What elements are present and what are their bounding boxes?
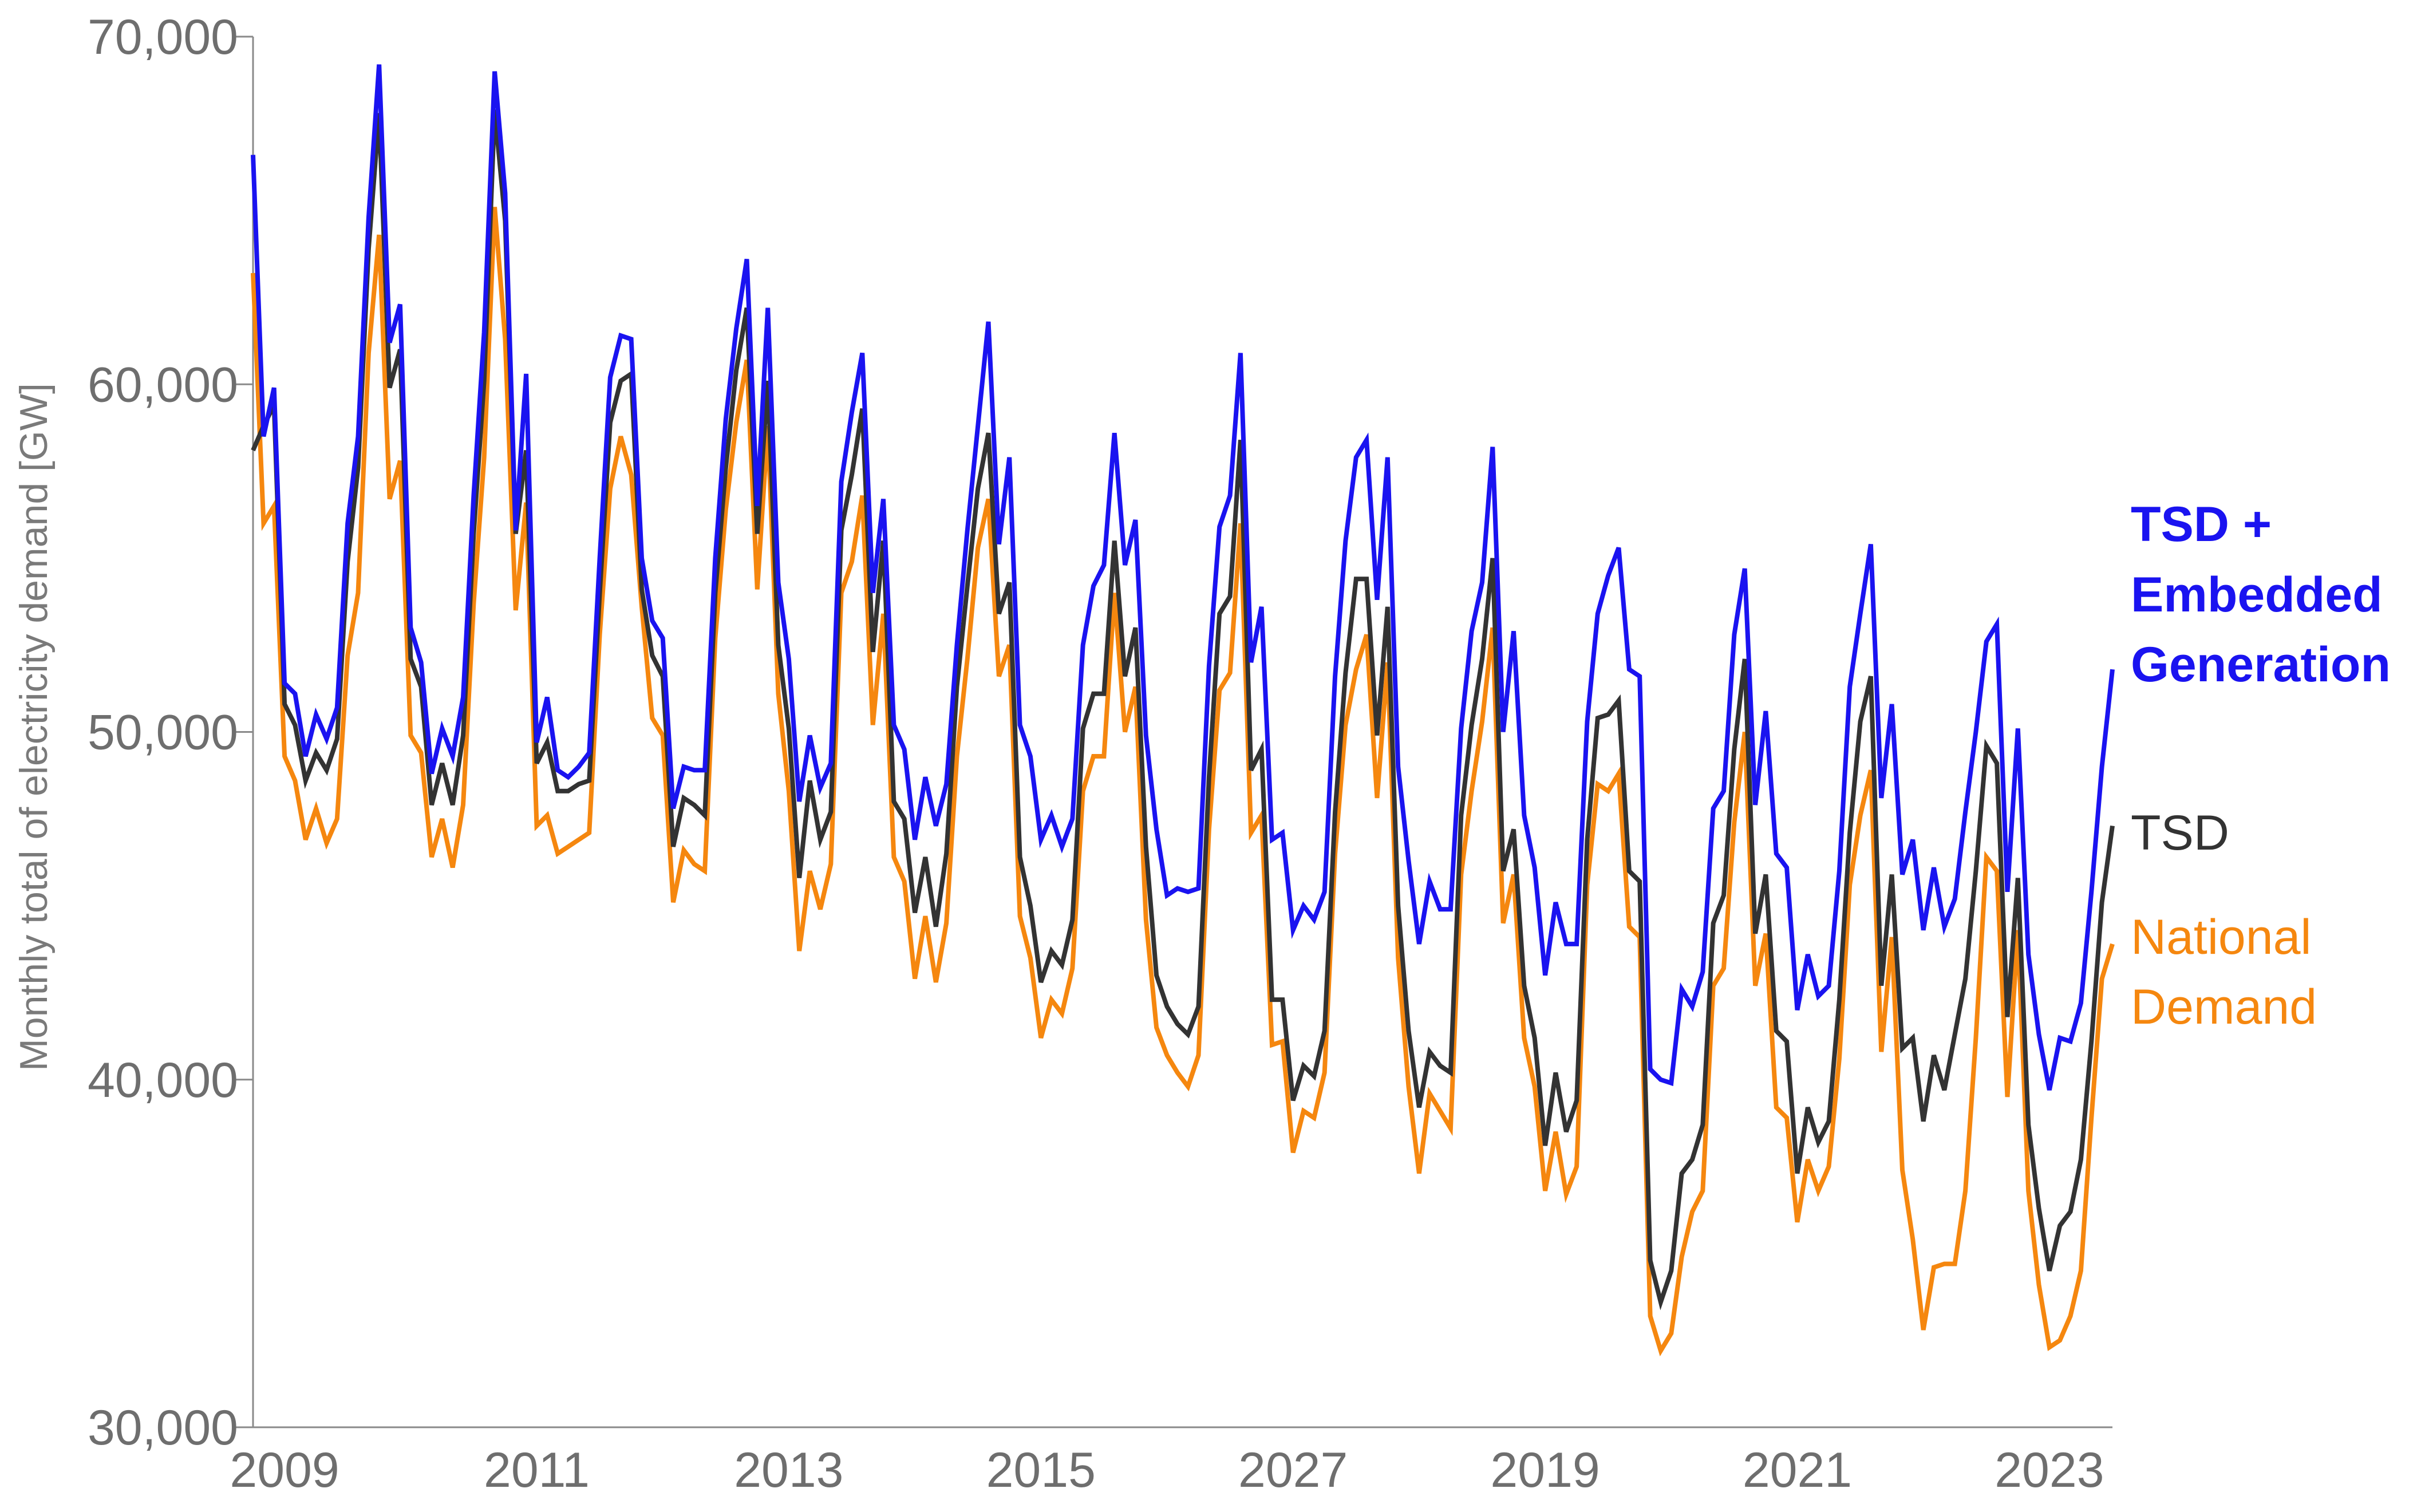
series-line-tsd bbox=[251, 109, 2115, 1310]
legend-label: Demand bbox=[2131, 980, 2317, 1035]
legend: TSD + Embedded Generation TSD National Demand bbox=[2131, 497, 2391, 1035]
y-tick-label: 70,000 bbox=[88, 10, 238, 65]
legend-label: Generation bbox=[2131, 637, 2391, 692]
x-tick-label: 2011 bbox=[484, 1443, 590, 1498]
x-tick-label: 2019 bbox=[1490, 1443, 1600, 1498]
y-tick-label: 30,000 bbox=[88, 1400, 238, 1455]
series-line-tsd-embedded-generation bbox=[251, 64, 2115, 1091]
x-tick-label: 2021 bbox=[1743, 1443, 1852, 1498]
x-tick-label: 2009 bbox=[230, 1443, 339, 1498]
y-tick-label: 50,000 bbox=[88, 705, 238, 760]
y-tick-label: 60,000 bbox=[88, 357, 238, 412]
x-tick-label: 2013 bbox=[734, 1443, 843, 1498]
legend-label: TSD + bbox=[2131, 497, 2272, 552]
legend-label: Embedded bbox=[2131, 567, 2383, 622]
y-axis-title: Monthly total of electricity demand [GW] bbox=[12, 383, 56, 1071]
x-axis-ticks: 2009 2011 2013 2015 2027 2019 2021 2023 bbox=[230, 1443, 2104, 1498]
series-line-national-demand bbox=[251, 207, 2115, 1357]
y-tick-label: 40,000 bbox=[88, 1053, 238, 1108]
x-tick-label: 2023 bbox=[1995, 1443, 2104, 1498]
x-tick-label: 2027 bbox=[1238, 1443, 1348, 1498]
x-tick-label: 2015 bbox=[986, 1443, 1096, 1498]
y-axis-ticks: 30,000 40,000 50,000 60,000 70,000 bbox=[88, 10, 253, 1455]
legend-label: National bbox=[2131, 910, 2312, 965]
series-layer bbox=[251, 64, 2115, 1357]
legend-label: TSD bbox=[2131, 806, 2229, 860]
